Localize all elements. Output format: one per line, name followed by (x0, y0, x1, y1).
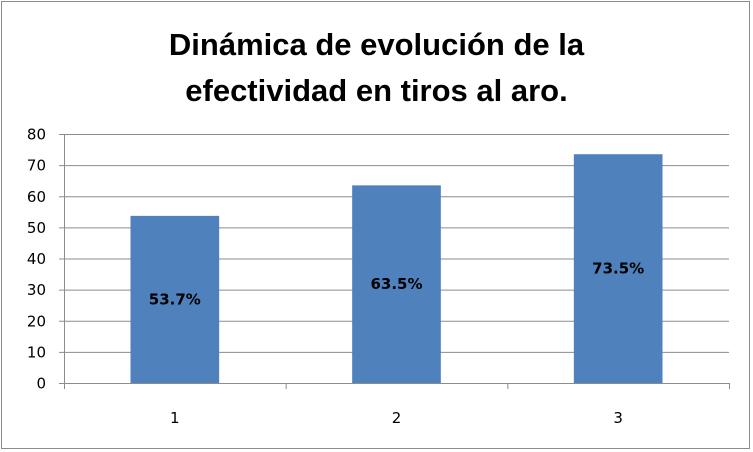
data-label-3: 73.5% (592, 260, 644, 278)
chart-title-line-1: Dinámica de evolución de la (168, 27, 585, 62)
x-tick-label: 1 (170, 409, 180, 427)
data-label-1: 53.7% (149, 290, 201, 308)
y-tick-label: 30 (27, 281, 46, 299)
x-tick-label: 2 (392, 409, 402, 427)
y-tick-label: 50 (27, 219, 46, 237)
data-label-2: 63.5% (370, 275, 422, 293)
y-tick-label: 60 (27, 188, 46, 206)
y-tick-label: 70 (27, 157, 46, 175)
axes (59, 134, 730, 389)
y-tick-label: 80 (27, 126, 46, 144)
y-tick-label: 40 (27, 250, 46, 268)
chart-title-line-2: efectividad en tiros al aro. (185, 73, 568, 108)
bar-1 (130, 215, 220, 383)
bars (130, 154, 663, 383)
chart-title: Dinámica de evolución de la efectividad … (0, 22, 753, 114)
bar-2 (352, 185, 441, 383)
y-tick-label: 10 (27, 343, 46, 361)
tick-labels: 0 10 20 30 40 50 60 70 80 53.7% 1 63.5% 2 73.5% 3 (27, 126, 644, 428)
y-tick-label: 0 (36, 375, 46, 393)
x-tick-label: 3 (613, 409, 623, 427)
bar-3 (573, 154, 663, 383)
y-tick-label: 20 (27, 312, 46, 330)
